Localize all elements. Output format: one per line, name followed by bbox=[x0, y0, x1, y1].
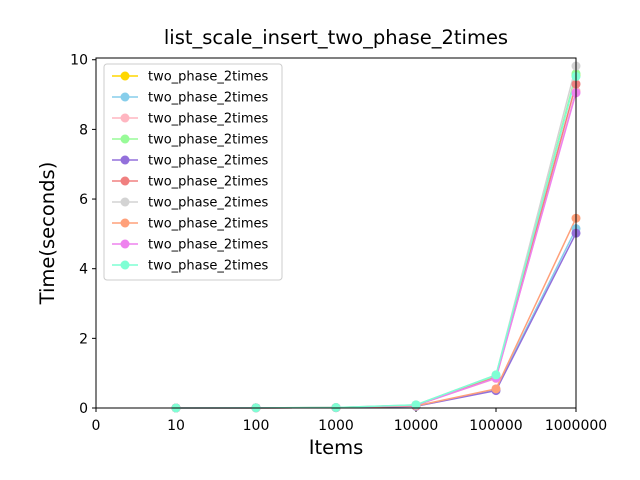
y-axis-label: Time(seconds) bbox=[36, 162, 59, 306]
legend-marker bbox=[120, 260, 130, 270]
legend-box bbox=[103, 63, 283, 281]
legend-label: two_phase_2times bbox=[148, 217, 269, 232]
data-point bbox=[491, 370, 501, 380]
legend-marker bbox=[120, 92, 130, 102]
legend-marker bbox=[120, 218, 130, 228]
chart-title: list_scale_insert_two_phase_2times bbox=[164, 26, 508, 49]
y-tick-label: 6 bbox=[79, 192, 88, 208]
plot-frame bbox=[95, 57, 577, 409]
legend-label: two_phase_2times bbox=[148, 238, 269, 253]
legend-marker bbox=[120, 113, 130, 123]
x-axis-label: Items bbox=[309, 436, 364, 459]
x-tick-label: 1000 bbox=[318, 418, 354, 434]
x-tick-label: 10000 bbox=[394, 418, 439, 434]
x-tick-label: 10 bbox=[167, 418, 185, 434]
y-tick-label: 4 bbox=[79, 262, 88, 278]
legend-marker bbox=[120, 176, 130, 186]
legend-marker bbox=[120, 155, 130, 165]
legend-marker bbox=[120, 134, 130, 144]
legend-label: two_phase_2times bbox=[148, 259, 269, 274]
x-tick-label: 100 bbox=[243, 418, 270, 434]
legend-label: two_phase_2times bbox=[148, 196, 269, 211]
legend-label: two_phase_2times bbox=[148, 70, 269, 85]
y-tick-label: 8 bbox=[79, 122, 88, 138]
legend-marker bbox=[120, 197, 130, 207]
legend-label: two_phase_2times bbox=[148, 154, 269, 169]
legend: two_phase_2times two_phase_2times two_phas… bbox=[103, 63, 283, 281]
y-tick-label: 10 bbox=[70, 53, 88, 69]
x-tick-label: 1000000 bbox=[545, 418, 607, 434]
legend-label: two_phase_2times bbox=[148, 175, 269, 190]
legend-marker bbox=[120, 239, 130, 249]
data-point bbox=[491, 384, 501, 394]
legend-label: two_phase_2times bbox=[148, 133, 269, 148]
y-tick-label: 0 bbox=[79, 401, 88, 417]
x-tick-label: 0 bbox=[92, 418, 101, 434]
x-tick-label: 100000 bbox=[469, 418, 522, 434]
axis-ticks: 0 10 100 1000 10000 100000 1000000 0 2 4 6 8 10 bbox=[70, 53, 607, 434]
data-point bbox=[411, 400, 421, 410]
legend-label: two_phase_2times bbox=[148, 91, 269, 106]
y-tick-label: 2 bbox=[79, 331, 88, 347]
legend-marker bbox=[120, 71, 130, 81]
legend-label: two_phase_2times bbox=[148, 112, 269, 127]
